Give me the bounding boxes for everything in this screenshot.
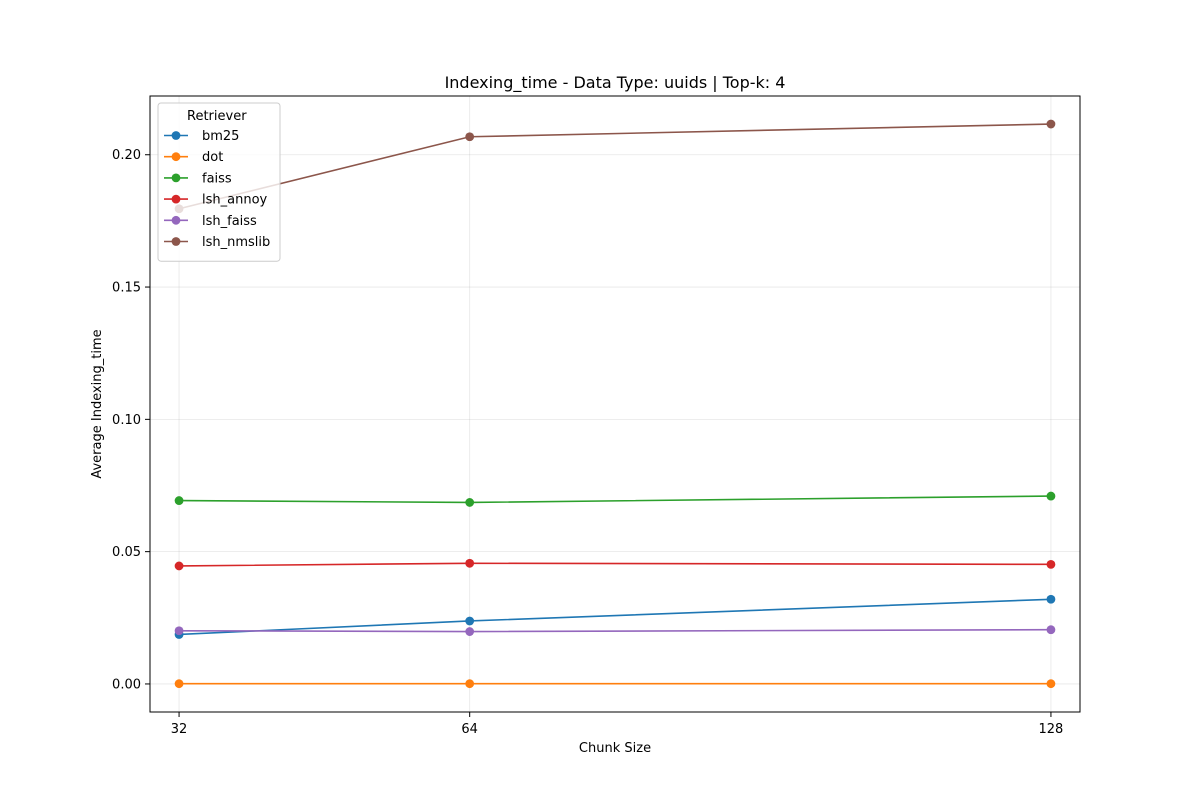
legend-swatch-marker — [171, 131, 181, 140]
series-line-lsh_nmslib — [178, 123, 1051, 210]
x-tick-label: 32 — [171, 722, 188, 737]
series-line-bm25 — [179, 598, 1051, 636]
data-point-faiss — [465, 498, 475, 507]
series-lsh_annoy — [174, 558, 1056, 571]
axes: 32 64 128 0.00 0.05 0.10 0.15 0.20 — [112, 148, 1063, 737]
y-tick-label: 0.20 — [112, 148, 141, 163]
y-tick-label: 0.00 — [112, 677, 141, 692]
data-point-dot — [465, 679, 475, 689]
legend-item-dot: dot — [164, 150, 223, 165]
legend-item-faiss: faiss — [164, 171, 232, 186]
data-point-lsh_annoy — [465, 558, 475, 568]
chart-title: Indexing_time - Data Type: uuids | Top-k… — [445, 73, 786, 93]
data-point-lsh_annoy — [1046, 559, 1056, 569]
x-axis-label: Chunk Size — [579, 741, 651, 756]
data-point-lsh_nmslib — [1046, 119, 1056, 129]
legend-swatch-marker — [171, 237, 181, 246]
series-line-lsh_faiss — [179, 628, 1051, 633]
data-point-bm25 — [1046, 594, 1056, 604]
data-point-faiss — [174, 496, 184, 505]
data-point-lsh_faiss — [465, 627, 475, 636]
legend-item-bm25: bm25 — [164, 129, 239, 144]
data-point-dot — [174, 679, 184, 689]
y-axis-label: Average Indexing_time — [90, 329, 105, 478]
legend-label: bm25 — [202, 129, 239, 144]
data-point-dot — [1046, 679, 1056, 689]
legend-item-lsh_annoy: lsh_annoy — [164, 193, 268, 208]
series-bm25 — [174, 594, 1056, 639]
plot-area-frame — [149, 95, 1081, 713]
data-point-lsh_faiss — [174, 626, 184, 636]
legend-label: lsh_nmslib — [202, 235, 270, 250]
series-lsh_faiss — [174, 625, 1056, 636]
legend-label: dot — [202, 150, 223, 165]
series-line-lsh_annoy — [179, 562, 1051, 567]
legend-box — [157, 102, 281, 262]
grid — [150, 96, 1080, 712]
data-point-lsh_annoy — [174, 561, 184, 571]
legend-label: faiss — [202, 171, 232, 186]
legend: Retriever bm25 dot faiss lsh_annoy lsh_faissl… — [157, 102, 281, 262]
series-dot — [174, 679, 1056, 689]
y-tick-label: 0.15 — [112, 281, 141, 296]
series-line-faiss — [179, 495, 1051, 504]
data-point-bm25 — [465, 616, 475, 626]
legend-label: lsh_annoy — [202, 193, 268, 208]
series-lsh_nmslib — [174, 119, 1056, 214]
x-tick-label: 64 — [461, 722, 478, 737]
data-point-faiss — [1046, 491, 1056, 501]
data-point-lsh_nmslib — [465, 132, 475, 142]
series-group — [174, 119, 1056, 689]
legend-title: Retriever — [187, 109, 247, 124]
y-tick-label: 0.10 — [112, 413, 141, 428]
legend-swatch-marker — [171, 215, 181, 225]
legend-item-lsh_nmslib: lsh_nmslib — [164, 235, 270, 250]
legend-item-lsh_faiss: lsh_faiss — [164, 214, 257, 229]
legend-swatch-marker — [171, 194, 181, 204]
legend-swatch-marker — [171, 173, 181, 183]
legend-swatch-marker — [171, 152, 181, 162]
legend-label: lsh_faiss — [202, 214, 257, 229]
series-faiss — [174, 491, 1056, 507]
data-point-lsh_faiss — [1046, 625, 1056, 635]
x-tick-label: 128 — [1039, 722, 1064, 737]
y-tick-label: 0.05 — [112, 545, 141, 560]
